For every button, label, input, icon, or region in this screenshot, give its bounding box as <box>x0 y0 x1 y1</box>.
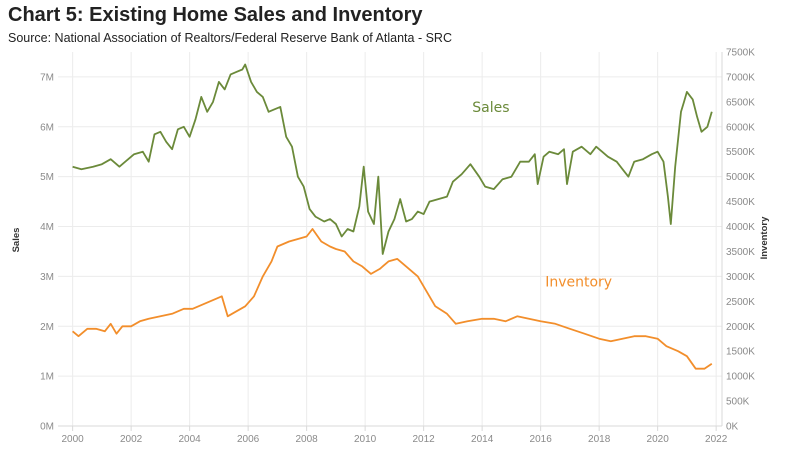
y-tick-label-right: 3500K <box>726 247 755 258</box>
x-tick-label: 2020 <box>647 434 670 445</box>
y-tick-label-right: 5500K <box>726 147 755 158</box>
series-lines <box>72 63 713 370</box>
y-tick-label-right: 6500K <box>726 97 755 108</box>
y-tick-label-right: 7000K <box>726 72 755 83</box>
x-tick-label: 2006 <box>237 434 260 445</box>
x-tick-label: 2022 <box>705 434 728 445</box>
x-tick-label: 2004 <box>179 434 202 445</box>
x-tick-label: 2012 <box>413 434 436 445</box>
y-tick-label-left: 5M <box>40 172 54 183</box>
y-tick-label-right: 1000K <box>726 372 755 383</box>
series-label-inventory: Inventory <box>545 274 612 290</box>
y-tick-label-right: 1500K <box>726 347 755 358</box>
y-tick-label-right: 5000K <box>726 172 755 183</box>
series-label-sales: Sales <box>472 100 509 116</box>
y-tick-label-left: 0M <box>40 422 54 433</box>
y-tick-label-right: 500K <box>726 397 750 408</box>
x-tick-label: 2018 <box>588 434 611 445</box>
y-tick-label-right: 3000K <box>726 272 755 283</box>
x-tick-label: 2010 <box>354 434 377 445</box>
y-axis-title-left: Sales <box>11 228 22 253</box>
x-tick-label: 2002 <box>120 434 143 445</box>
y-tick-label-right: 4500K <box>726 197 755 208</box>
y-tick-label-left: 6M <box>40 122 54 133</box>
labels: Sales Inventory Sales Inventory <box>11 100 770 291</box>
y-tick-label-left: 7M <box>40 72 54 83</box>
y-tick-label-left: 1M <box>40 372 54 383</box>
y-tick-label-right: 2500K <box>726 297 755 308</box>
x-tick-label: 2008 <box>296 434 319 445</box>
series-line-sales <box>72 63 713 255</box>
y-tick-label-right: 4000K <box>726 222 755 233</box>
y-tick-label-right: 6000K <box>726 122 755 133</box>
y-tick-label-left: 3M <box>40 272 54 283</box>
y-tick-label-right: 7500K <box>726 48 755 59</box>
y-tick-label-right: 0K <box>726 422 739 433</box>
y-tick-label-right: 2000K <box>726 322 755 333</box>
chart-title: Chart 5: Existing Home Sales and Invento… <box>8 4 423 26</box>
y-tick-label-left: 2M <box>40 322 54 333</box>
gridlines <box>58 52 722 427</box>
y-tick-label-left: 4M <box>40 222 54 233</box>
series-line-inventory <box>72 228 713 370</box>
x-tick-label: 2000 <box>62 434 85 445</box>
x-tick-label: 2016 <box>530 434 553 445</box>
axes: 0M 1M 2M 3M 4M 5M 6M 7M 0K 500K 1000K 1500K 2000K 250… <box>40 48 755 446</box>
y-axis-title-right: Inventory <box>759 216 770 259</box>
x-tick-label: 2014 <box>471 434 494 445</box>
chart-subtitle: Source: National Association of Realtors… <box>8 31 452 45</box>
